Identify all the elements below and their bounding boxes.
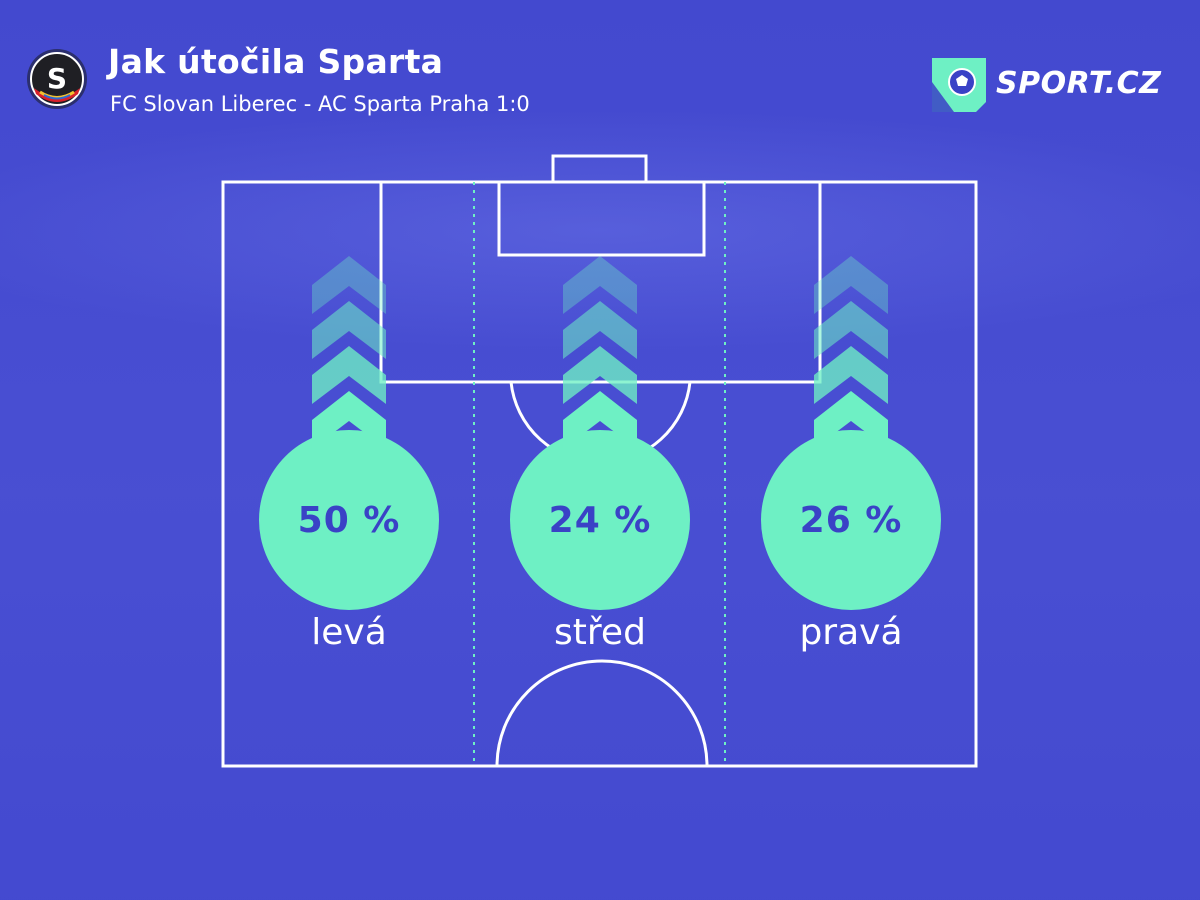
zone-value-leva: 50 % [259, 430, 439, 610]
arrow-chevron-leva-3 [312, 346, 386, 404]
match-subtitle: FC Slovan Liberec - AC Sparta Praha 1:0 [110, 92, 530, 116]
arrow-chevron-prava-1 [814, 256, 888, 314]
center-circle [495, 659, 709, 767]
page-title: Jak útočila Sparta [108, 42, 444, 81]
zone-label-prava: pravá [799, 612, 903, 653]
sparta-logo-letter: S [47, 62, 67, 95]
sport-cz-brand: SPORT.CZ [932, 58, 1172, 112]
zone-label-stred: střed [554, 612, 646, 653]
goal [551, 154, 648, 184]
brand-name: SPORT.CZ [996, 66, 1162, 101]
arrow-chevron-leva-1 [312, 256, 386, 314]
goal-area [497, 180, 706, 257]
ball-icon [932, 58, 986, 112]
arrow-chevron-prava-2 [814, 301, 888, 359]
arrow-chevron-stred-2 [563, 301, 637, 359]
zone-value-stred: 24 % [510, 430, 690, 610]
sparta-logo-icon: S [27, 49, 87, 109]
zone-label-leva: levá [311, 612, 387, 653]
arrow-chevron-prava-3 [814, 346, 888, 404]
arrow-chevron-stred-3 [563, 346, 637, 404]
arrow-chevron-leva-2 [312, 301, 386, 359]
zone-value-prava: 26 % [761, 430, 941, 610]
arrow-chevron-stred-1 [563, 256, 637, 314]
